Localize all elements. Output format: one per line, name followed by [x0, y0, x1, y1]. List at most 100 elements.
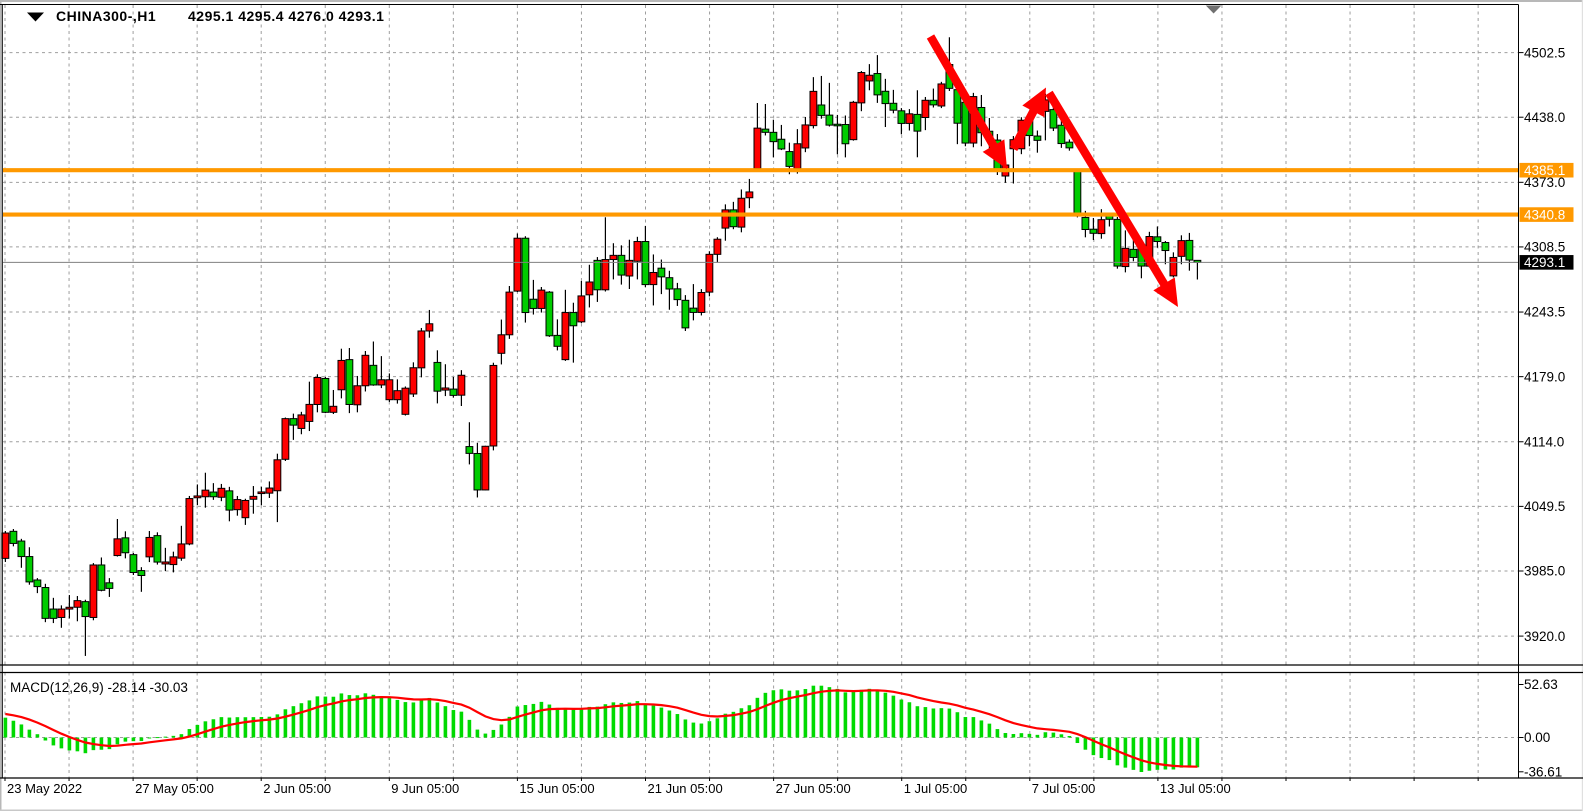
macd-histogram-bar: [403, 702, 408, 738]
candle-bullish: [217, 483, 226, 502]
candle-body: [761, 128, 770, 133]
candle-body: [513, 237, 522, 292]
macd-histogram-bar: [947, 708, 952, 738]
candle-body: [1081, 216, 1090, 231]
candle-bullish: [385, 373, 394, 402]
macd-histogram-bar: [227, 717, 232, 738]
time-scale-label[interactable]: 15 Jun 05:00: [519, 781, 594, 796]
macd-histogram-bar: [963, 717, 968, 738]
macd-histogram-bar: [483, 733, 488, 738]
indicator-scale-label[interactable]: 0.00: [1524, 730, 1550, 745]
candle-body: [873, 73, 882, 96]
candle-bullish: [409, 362, 418, 397]
candle-body: [417, 330, 426, 369]
macd-histogram-bar: [35, 734, 40, 738]
candle-body: [225, 490, 234, 511]
macd-histogram-bar: [115, 737, 120, 745]
candle-bearish: [569, 302, 578, 363]
candle-body: [617, 254, 626, 276]
trend-arrow-shaft[interactable]: [1045, 90, 1171, 292]
macd-histogram-bar: [659, 707, 664, 738]
candle-bullish: [329, 389, 338, 415]
candle-body: [449, 388, 458, 396]
candle-body: [1073, 170, 1082, 215]
price-scale-label[interactable]: 4114.0: [1524, 434, 1564, 449]
candle-bullish: [265, 481, 274, 498]
candle-body: [849, 101, 858, 141]
candle-body: [1089, 228, 1098, 234]
chart-shift-marker-icon[interactable]: [1205, 5, 1222, 14]
candle-bullish: [305, 381, 314, 432]
candle-bullish: [73, 596, 82, 622]
candle-bearish: [137, 567, 146, 592]
candle-body: [81, 601, 90, 618]
time-scale-label[interactable]: 13 Jul 05:00: [1160, 781, 1231, 796]
time-scale-label[interactable]: 1 Jul 05:00: [904, 781, 968, 796]
candle-bullish: [185, 495, 194, 546]
macd-histogram-bar: [363, 693, 368, 738]
macd-histogram-bar: [1075, 737, 1080, 744]
time-scale-label[interactable]: 9 Jun 05:00: [391, 781, 459, 796]
price-scale-label[interactable]: 4308.5: [1524, 240, 1565, 255]
candle-bullish: [697, 289, 706, 316]
indicator-scale-label[interactable]: 52.63: [1524, 677, 1558, 692]
price-scale-label[interactable]: 4243.5: [1524, 305, 1565, 320]
time-scale-label[interactable]: 2 Jun 05:00: [263, 781, 331, 796]
candle-bearish: [1089, 217, 1098, 241]
trend-arrow-head[interactable]: [1022, 87, 1046, 118]
macd-histogram-bar: [179, 734, 184, 738]
candle-bullish: [281, 417, 290, 461]
macd-histogram-bar: [955, 712, 960, 738]
candle-body: [9, 530, 18, 544]
macd-histogram-bar: [443, 706, 448, 738]
macd-histogram-bar: [507, 716, 512, 738]
macd-histogram-bar: [235, 717, 240, 738]
macd-histogram-bar: [1171, 737, 1176, 770]
candle-bullish: [849, 100, 858, 141]
candle-body: [337, 359, 346, 391]
trend-arrow-shaft[interactable]: [1009, 104, 1040, 151]
candle-bearish: [17, 538, 26, 568]
time-scale-label[interactable]: 7 Jul 05:00: [1032, 781, 1096, 796]
time-scale-label[interactable]: 23 May 2022: [7, 781, 82, 796]
price-scale-label[interactable]: 3920.0: [1524, 629, 1565, 644]
price-scale-label[interactable]: 3985.0: [1524, 564, 1565, 579]
resistance-price-label-text: 4385.1: [1524, 163, 1565, 178]
candle-bullish: [353, 375, 362, 413]
time-scale-label[interactable]: 27 Jun 05:00: [776, 781, 851, 796]
candle-body: [1121, 247, 1130, 268]
candle-body: [289, 418, 298, 426]
candle-bearish: [289, 413, 298, 440]
price-scale-label[interactable]: 4179.0: [1524, 369, 1565, 384]
candle-body: [17, 540, 26, 558]
candle-body: [833, 123, 842, 127]
candle-bearish: [553, 319, 562, 351]
trend-arrow-head[interactable]: [982, 139, 1007, 169]
trend-arrow-shaft[interactable]: [926, 34, 1001, 153]
macd-histogram-bar: [667, 710, 672, 738]
price-scale-label[interactable]: 4049.5: [1524, 499, 1565, 514]
candle-bullish: [193, 484, 202, 506]
macd-histogram-bar: [259, 716, 264, 738]
macd-histogram-bar: [683, 719, 688, 738]
candle-body: [1129, 248, 1138, 258]
price-scale-label[interactable]: 4373.0: [1524, 175, 1565, 190]
time-scale-label[interactable]: 21 Jun 05:00: [648, 781, 723, 796]
time-scale-label[interactable]: 27 May 05:00: [135, 781, 214, 796]
indicator-scale-label[interactable]: -36.61: [1524, 765, 1562, 780]
candle-body: [361, 354, 370, 387]
candle-body: [1153, 236, 1162, 243]
candle-bullish: [585, 264, 594, 308]
macd-histogram-bar: [371, 694, 376, 738]
macd-histogram-bar: [883, 692, 888, 738]
symbol-menu-icon[interactable]: [27, 12, 44, 22]
price-scale-label[interactable]: 4438.0: [1524, 110, 1565, 125]
candle-body: [785, 151, 794, 167]
trend-arrow-head[interactable]: [1153, 277, 1178, 307]
candle-bearish: [761, 103, 770, 136]
window-right-edge: [1581, 0, 1583, 811]
macd-histogram-bar: [747, 705, 752, 738]
price-scale-label[interactable]: 4502.5: [1524, 45, 1565, 60]
macd-histogram-bar: [27, 729, 32, 738]
